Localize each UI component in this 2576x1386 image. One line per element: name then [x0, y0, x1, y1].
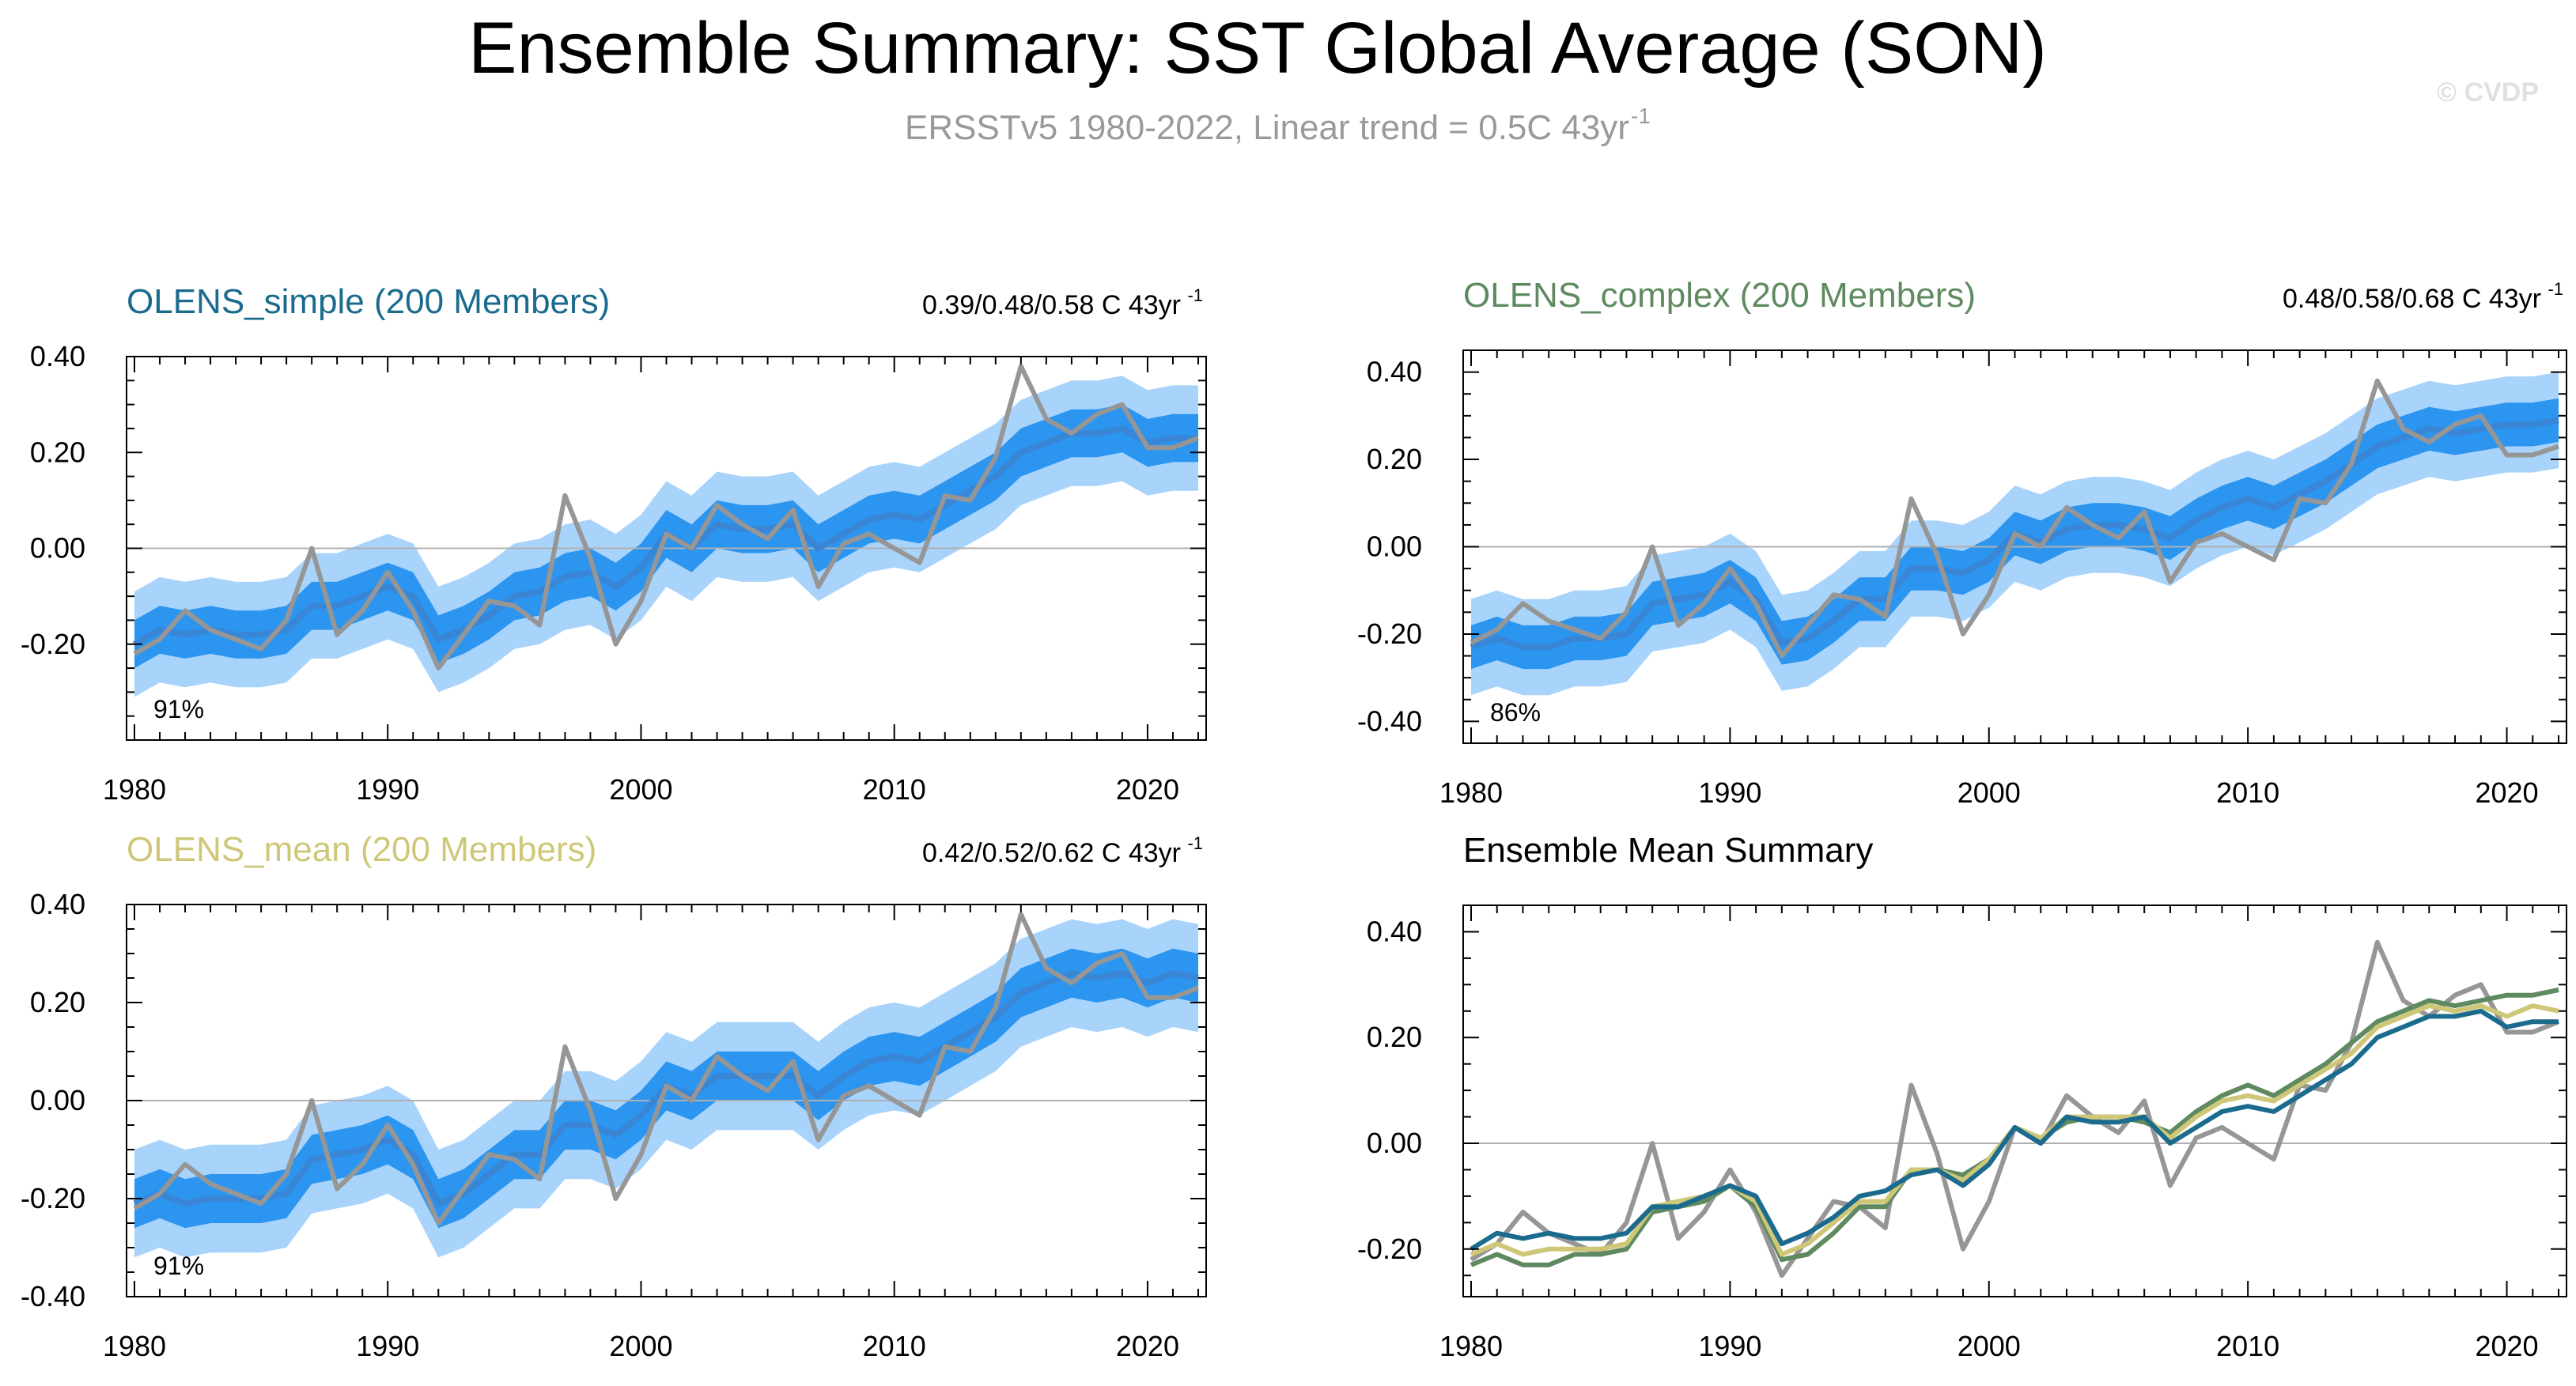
x-tick-label: 1990: [356, 1330, 419, 1362]
figure-subtitle: ERSSTv5 1980-2022, Linear trend = 0.5C 4…: [905, 108, 1629, 147]
y-tick-label: 0.40: [30, 888, 85, 920]
panel-mean: 1980 1990 2000 2010 2020 -0.40 -0.20 0.00 0.20 0.…: [21, 830, 1207, 1362]
y-tick-label: 0.00: [1367, 1127, 1422, 1159]
x-tick-label: 2010: [863, 1330, 926, 1362]
y-tick-label: -0.20: [21, 1182, 85, 1214]
observed-line: [1470, 378, 2559, 659]
panel-title: OLENS_simple (200 Members): [127, 282, 610, 321]
y-tick-label: 0.00: [30, 532, 85, 565]
watermark: © CVDP: [2437, 77, 2539, 108]
percent-label: 86%: [1490, 698, 1541, 727]
x-tick-label: 2020: [1116, 773, 1179, 806]
y-tick-label: 0.20: [1367, 1021, 1422, 1053]
y-tick-label: 0.40: [30, 340, 85, 372]
x-tick-label: 1980: [1439, 1330, 1503, 1362]
y-tick-label: 0.20: [30, 436, 85, 468]
trend-label-superscript: -1: [1187, 285, 1203, 305]
figure-subtitle-superscript: -1: [1631, 104, 1651, 128]
x-tick-label: 2000: [1958, 776, 2021, 809]
x-tick-label: 1990: [1698, 1330, 1761, 1362]
y-tick-label: -0.20: [1357, 617, 1422, 650]
panel-title: OLENS_complex (200 Members): [1463, 276, 1976, 315]
percent-label: 91%: [153, 1252, 204, 1280]
y-tick-label: -0.20: [1357, 1233, 1422, 1265]
figure-title: Ensemble Summary: SST Global Average (SO…: [468, 8, 2047, 89]
y-tick-label: 0.20: [30, 986, 85, 1018]
panel-simple: 1980 1990 2000 2010 2020 -0.20 0.00 0.20 0.40 OLE…: [21, 282, 1207, 806]
x-tick-label: 2010: [863, 773, 926, 806]
x-tick-label: 2020: [2475, 1330, 2538, 1362]
trend-label: 0.42/0.52/0.62 C 43yr: [922, 838, 1181, 868]
trend-label-superscript: -1: [1187, 833, 1203, 853]
x-tick-label: 2020: [1116, 1330, 1179, 1362]
x-tick-label: 1990: [1698, 776, 1761, 809]
x-tick-label: 2000: [1958, 1330, 2021, 1362]
x-tick-label: 2000: [609, 773, 672, 806]
percent-label: 91%: [153, 695, 204, 723]
trend-label: 0.39/0.48/0.58 C 43yr: [922, 290, 1181, 320]
x-tick-label: 2000: [609, 1330, 672, 1362]
panel-summary: 1980 1990 2000 2010 2020 -0.20 0.00 0.20 0.40 Ens…: [1357, 831, 2567, 1362]
y-tick-label: -0.20: [21, 628, 85, 660]
x-tick-label: 1980: [103, 1330, 166, 1362]
x-tick-label: 2010: [2216, 776, 2279, 809]
y-tick-label: 0.40: [1367, 356, 1422, 388]
panel-title: OLENS_mean (200 Members): [127, 830, 596, 869]
y-tick-label: 0.20: [1367, 443, 1422, 475]
x-tick-label: 2010: [2216, 1330, 2279, 1362]
panel-complex: 1980 1990 2000 2010 2020 -0.40 -0.20 0.00 0.20 0.…: [1357, 276, 2567, 809]
trend-label-superscript: -1: [2548, 279, 2563, 299]
y-tick-label: -0.40: [21, 1280, 85, 1312]
x-tick-label: 1990: [356, 773, 419, 806]
y-tick-label: 0.40: [1367, 915, 1422, 947]
x-tick-label: 1980: [103, 773, 166, 806]
x-tick-label: 1980: [1439, 776, 1503, 809]
y-tick-label: 0.00: [30, 1084, 85, 1116]
trend-label: 0.48/0.58/0.68 C 43yr: [2283, 284, 2541, 314]
observed-line: [133, 364, 1200, 671]
panel-title: Ensemble Mean Summary: [1463, 831, 1873, 870]
series-line-simple: [1470, 1008, 2559, 1252]
x-tick-label: 2020: [2475, 776, 2538, 809]
observed-line: [133, 912, 1200, 1225]
y-tick-label: 0.00: [1367, 531, 1422, 563]
y-tick-label: -0.40: [1357, 704, 1422, 737]
